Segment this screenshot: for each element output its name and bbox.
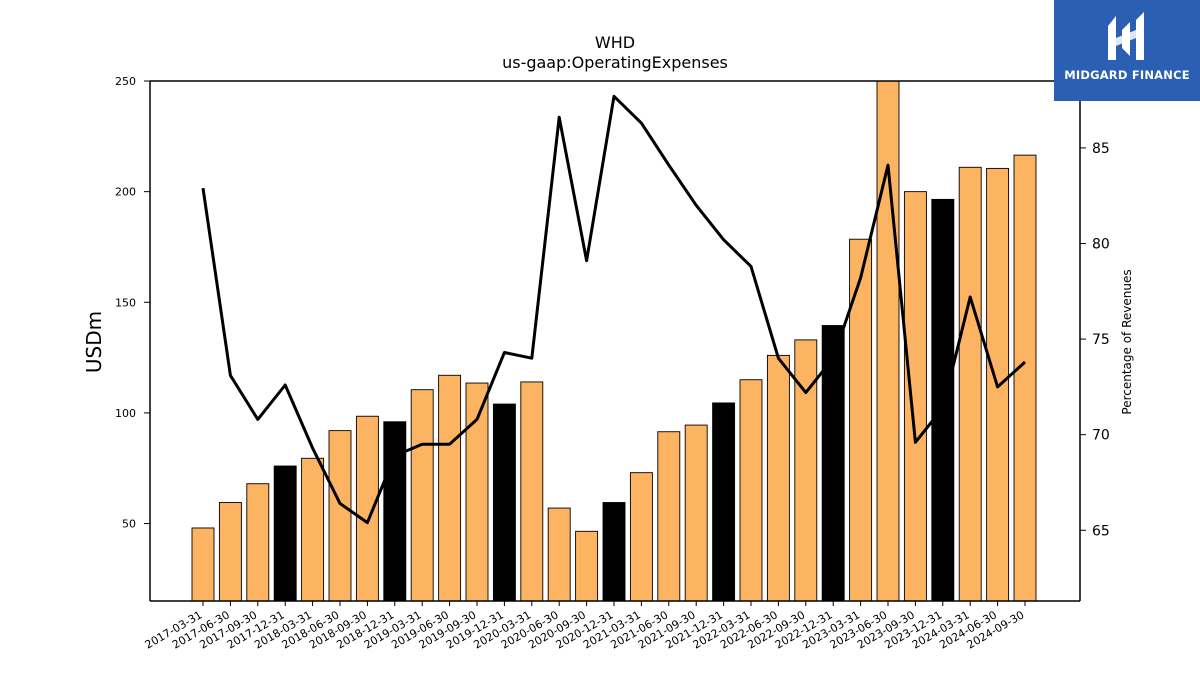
- y2-axis-label: Percentage of Revenues: [1120, 269, 1134, 414]
- bar: [766, 354, 790, 602]
- bar: [492, 403, 516, 602]
- bar: [794, 339, 818, 602]
- y-tick-label: 50: [122, 518, 136, 531]
- line-layer: [201, 94, 1027, 525]
- midgard-logo-icon: [1108, 12, 1144, 60]
- bar: [410, 389, 434, 602]
- y-tick-label: 200: [115, 186, 136, 199]
- y-axis-label: USDm: [82, 311, 106, 373]
- bar: [520, 381, 544, 602]
- y2-tick-label: 65: [1092, 523, 1110, 539]
- y-tick-label: 250: [115, 75, 136, 88]
- brand-logo: MIDGARD FINANCE: [1054, 0, 1200, 101]
- bar: [1013, 154, 1037, 602]
- bar: [657, 431, 681, 602]
- bar: [301, 457, 325, 602]
- bar: [876, 80, 900, 602]
- bar: [191, 527, 215, 602]
- bar: [602, 502, 626, 602]
- bar: [629, 472, 653, 602]
- bars-layer: [191, 80, 1037, 602]
- brand-name: MIDGARD FINANCE: [1064, 68, 1190, 82]
- bar: [355, 415, 379, 602]
- bar: [849, 238, 873, 602]
- bar: [273, 465, 297, 602]
- bar: [903, 191, 927, 602]
- chart-title: WHD: [595, 33, 635, 52]
- bar: [438, 374, 462, 602]
- bar: [383, 421, 407, 602]
- bar: [712, 402, 736, 602]
- bar: [739, 379, 763, 602]
- y2-tick-label: 85: [1092, 141, 1110, 157]
- chart-subtitle: us-gaap:OperatingExpenses: [502, 53, 728, 72]
- bar: [246, 483, 270, 602]
- y2-tick-label: 80: [1092, 237, 1110, 253]
- bar: [684, 424, 708, 602]
- bar: [931, 198, 955, 602]
- y2-tick-label: 75: [1092, 332, 1110, 348]
- y-tick-label: 150: [115, 296, 136, 309]
- y-tick-label: 100: [115, 407, 136, 420]
- bar: [958, 166, 982, 602]
- bar: [575, 530, 599, 602]
- bar: [547, 507, 571, 602]
- y2-tick-label: 70: [1092, 428, 1110, 444]
- bar: [218, 502, 242, 602]
- bar: [328, 430, 352, 602]
- percentage-line: [201, 94, 1027, 525]
